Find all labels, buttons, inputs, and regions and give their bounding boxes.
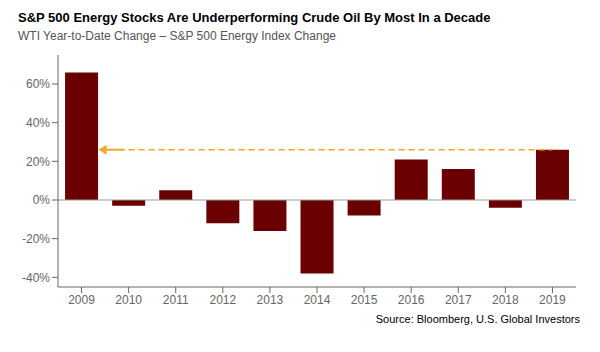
svg-text:2015: 2015 [351,293,378,307]
svg-text:20%: 20% [26,155,50,169]
svg-text:2019: 2019 [539,293,566,307]
html-text:WTI Year-to-Date Change – S&P: WTI Year-to-Date Change – S&P 500 Energy… [18,29,336,43]
svg-text:0%: 0% [33,193,51,207]
svg-text:2009: 2009 [68,293,95,307]
svg-text:60%: 60% [26,77,50,91]
svg-text:40%: 40% [26,116,50,130]
svg-text:2012: 2012 [209,293,236,307]
svg-text:2016: 2016 [398,293,425,307]
svg-text:2011: 2011 [163,293,189,307]
html-text:Source: Bloomberg, U.S. Global: Source: Bloomberg, U.S. Global Investors [375,313,580,325]
svg-text:2018: 2018 [492,293,519,307]
svg-text:-20%: -20% [22,232,50,246]
svg-text:-40%: -40% [22,271,50,285]
svg-text:2010: 2010 [115,293,142,307]
svg-text:2013: 2013 [257,293,284,307]
svg-text:2017: 2017 [445,293,472,307]
svg-text:2014: 2014 [304,293,331,307]
html-text:S&P 500 Energy Stocks Are Unde: S&P 500 Energy Stocks Are Underperformin… [18,10,491,25]
